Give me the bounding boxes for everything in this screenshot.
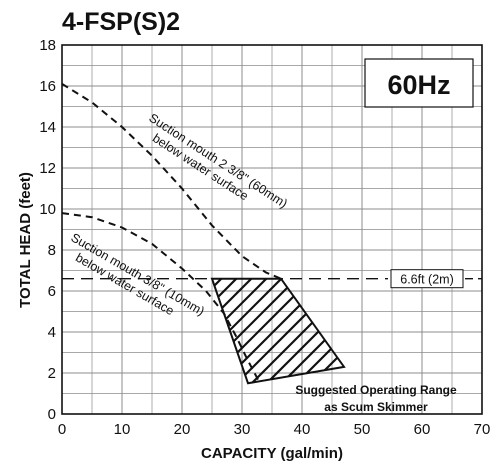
x-tick-label: 40 bbox=[294, 421, 311, 438]
y-tick-label: 14 bbox=[39, 119, 56, 136]
performance-curves bbox=[61, 83, 282, 384]
x-tick-label: 10 bbox=[114, 421, 131, 438]
hatch-line bbox=[212, 278, 344, 384]
y-tick-label: 12 bbox=[39, 160, 56, 177]
reference-label: 6.6ft (2m) bbox=[400, 273, 454, 287]
reference-label-box bbox=[390, 269, 464, 289]
annotation-lower-line1: Suction mouth 3/8" (10mm) bbox=[69, 230, 207, 318]
operating-range-label-line1: Suggested Operating Range bbox=[295, 383, 457, 397]
x-axis-title: CAPACITY (gal/min) bbox=[201, 445, 343, 462]
hatch-line bbox=[212, 278, 344, 384]
hatch-line bbox=[470, 150, 492, 450]
x-tick-label: 70 bbox=[474, 421, 491, 438]
x-tick-label: 20 bbox=[174, 421, 191, 438]
curve-series-1 bbox=[61, 83, 282, 280]
y-tick-label: 10 bbox=[39, 201, 56, 218]
hatch-line bbox=[212, 278, 344, 384]
x-tick-label: 50 bbox=[354, 421, 371, 438]
frequency-box bbox=[364, 58, 474, 108]
hatch-line bbox=[212, 278, 344, 384]
hatch-line bbox=[212, 278, 344, 384]
y-tick-label: 2 bbox=[48, 365, 56, 382]
x-tick-label: 0 bbox=[58, 421, 66, 438]
y-tick-label: 16 bbox=[39, 78, 56, 95]
axis-ticks: 0 10 20 30 40 50 60 70 0 2 4 6 8 10 12 14 16 18 bbox=[39, 37, 490, 438]
y-tick-label: 8 bbox=[48, 242, 56, 259]
y-tick-label: 4 bbox=[48, 324, 56, 341]
y-tick-label: 0 bbox=[48, 406, 56, 423]
operating-range-outline bbox=[210, 277, 346, 385]
annotation-lower-curve: Suction mouth 3/8" (10mm) below water su… bbox=[69, 230, 207, 318]
y-axis-title: TOTAL HEAD (feet) bbox=[17, 172, 34, 308]
hatch-line bbox=[212, 278, 344, 384]
hatch-line bbox=[212, 278, 344, 384]
hatch-line bbox=[440, 150, 492, 450]
hatch-line bbox=[0, 150, 5, 450]
y-tick-label: 6 bbox=[48, 283, 56, 300]
hatch-line bbox=[0, 150, 80, 450]
annotation-upper-curve: Suction mouth 2 3/8" (60mm) below water … bbox=[146, 111, 290, 211]
x-tick-label: 60 bbox=[414, 421, 431, 438]
annotation-upper-line1: Suction mouth 2 3/8" (60mm) bbox=[146, 111, 290, 211]
hatch-line bbox=[485, 150, 492, 450]
x-tick-label: 30 bbox=[234, 421, 251, 438]
chart-title: 4-FSP(S)2 bbox=[62, 8, 180, 36]
operating-range-label-line2: as Scum Skimmer bbox=[324, 400, 428, 414]
hatch-line bbox=[0, 150, 95, 450]
hatch-line bbox=[212, 278, 261, 384]
hatch-line bbox=[455, 150, 492, 450]
frequency-label: 60Hz bbox=[387, 70, 450, 100]
plot-frame bbox=[61, 44, 483, 415]
y-tick-label: 18 bbox=[39, 37, 56, 54]
reference-line-group: 6.6ft (2m) bbox=[62, 269, 482, 289]
